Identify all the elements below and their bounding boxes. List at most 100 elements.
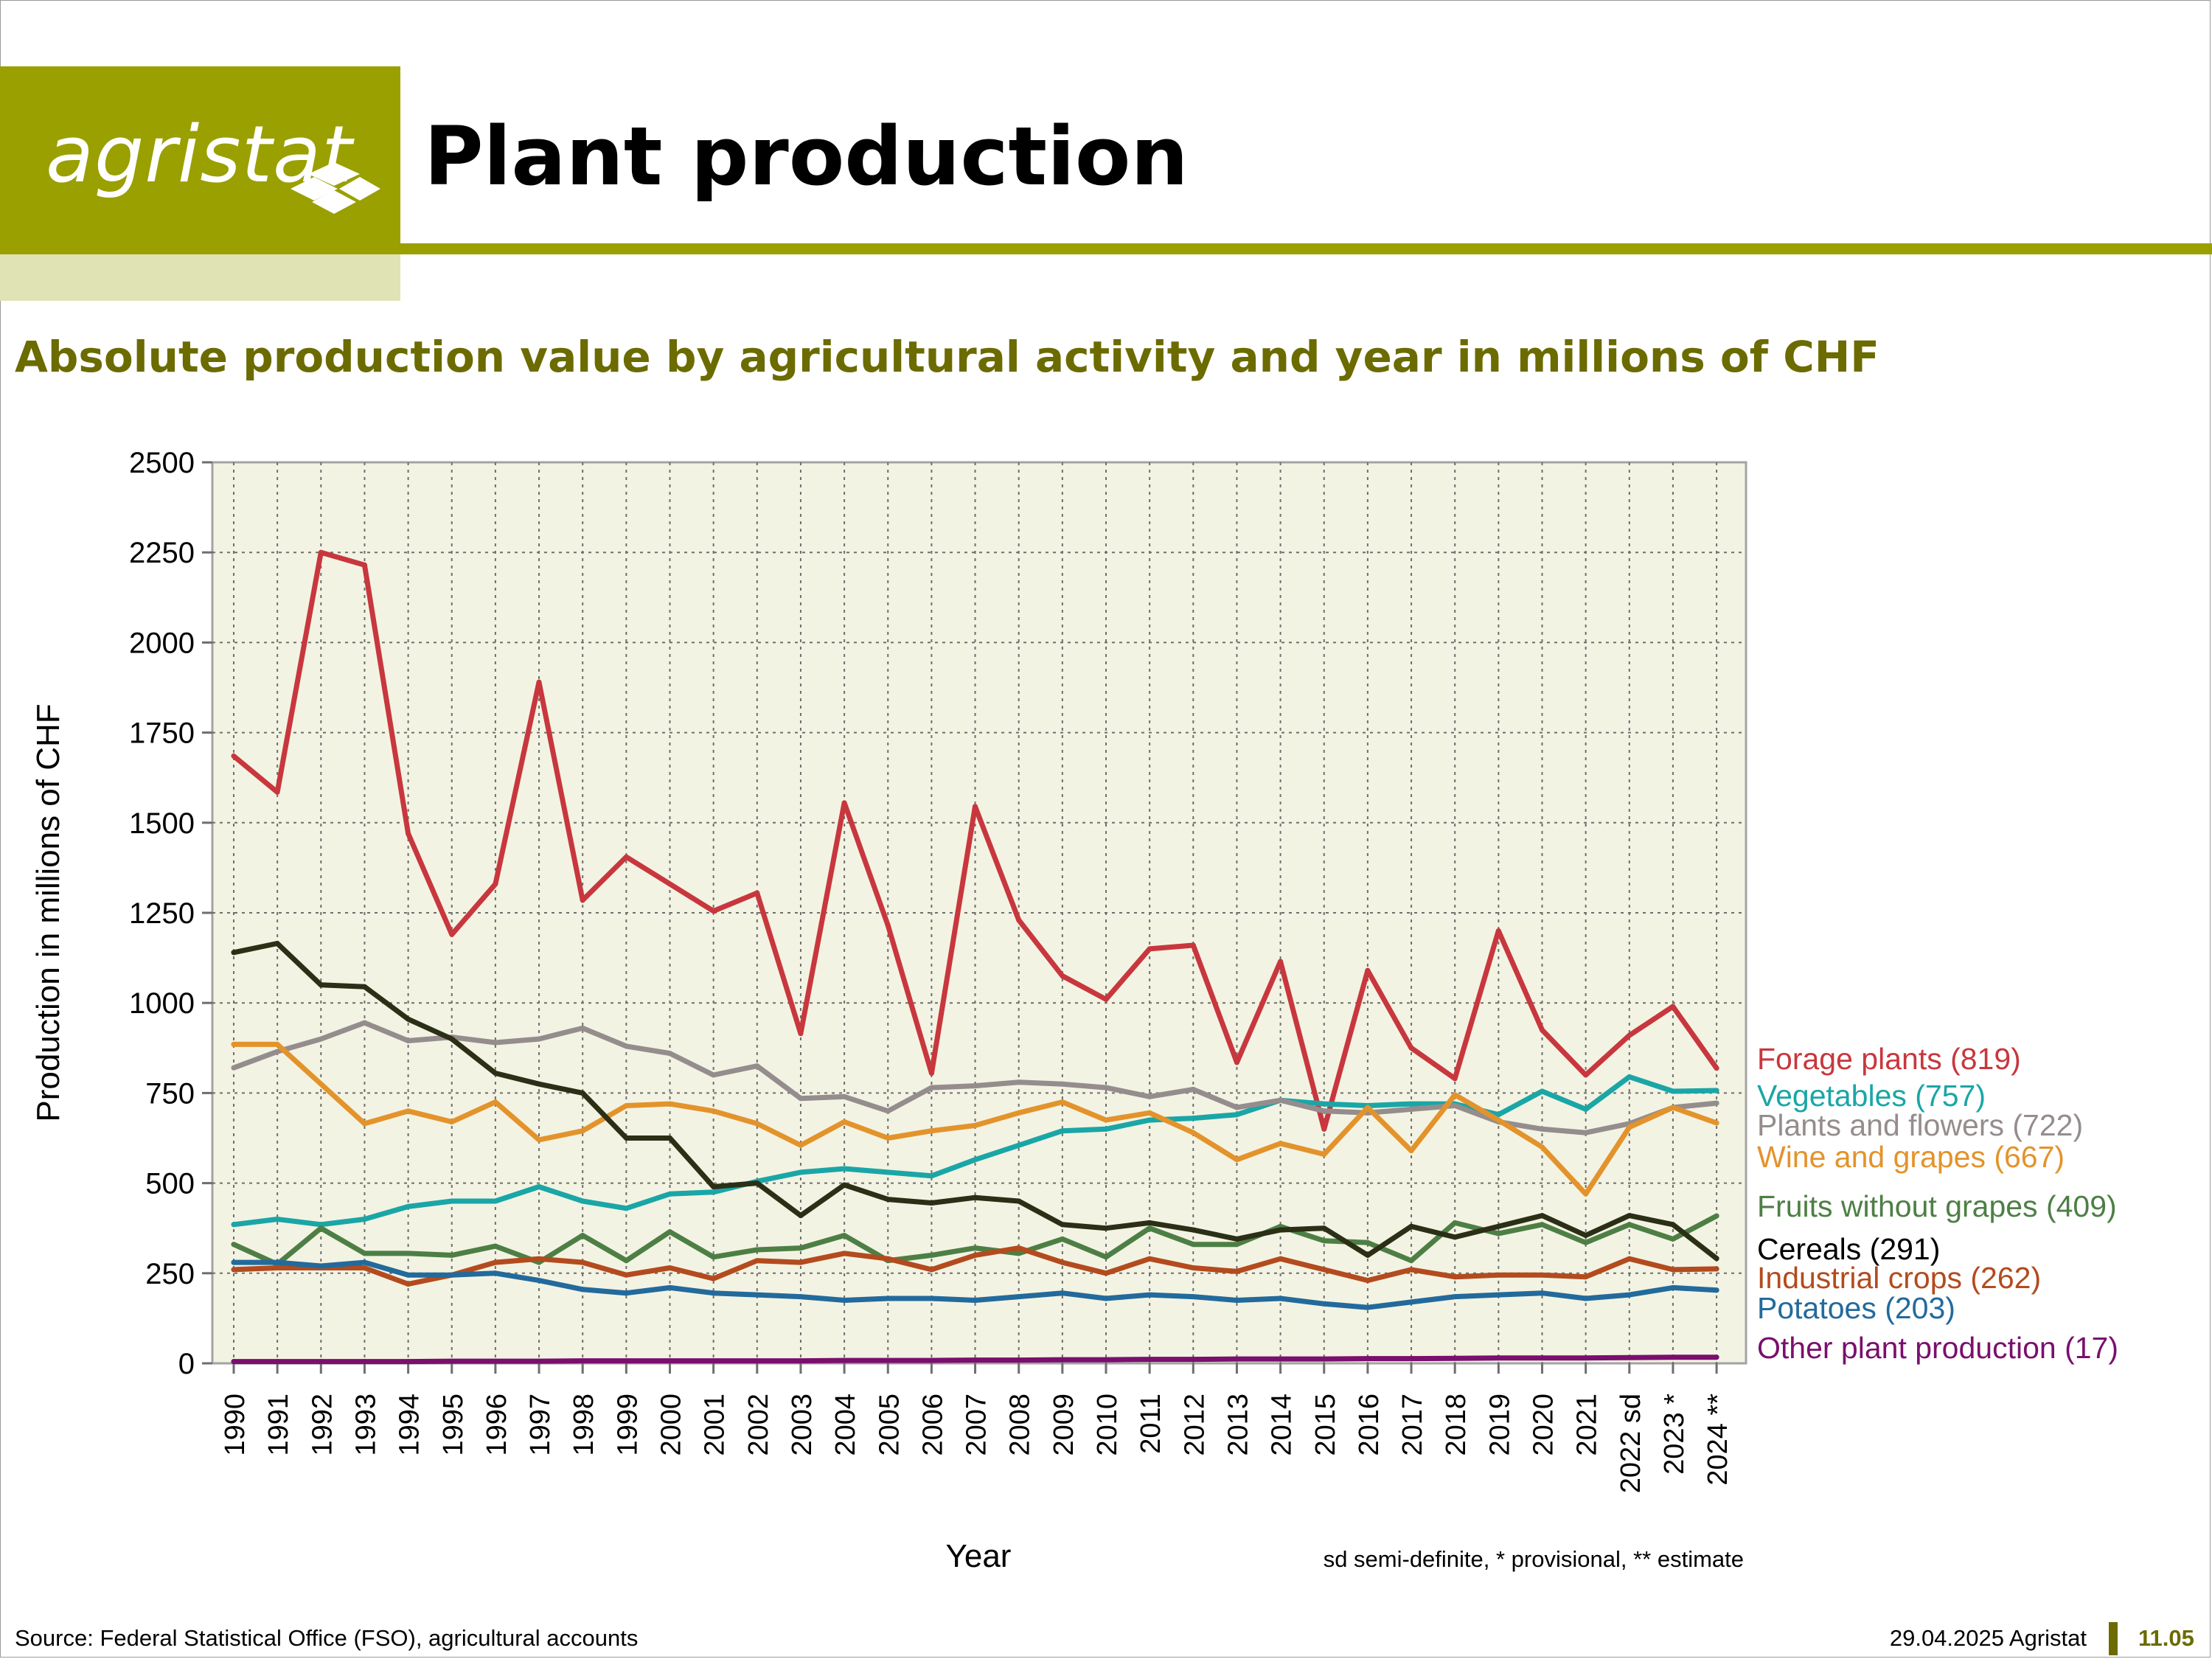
logo-diamond-icon xyxy=(291,162,380,214)
data-point xyxy=(449,1119,455,1125)
data-point xyxy=(711,908,717,914)
data-point xyxy=(973,1194,978,1200)
data-point xyxy=(1495,928,1501,933)
y-tick-label: 1750 xyxy=(129,717,195,750)
data-point xyxy=(1583,1355,1589,1361)
legend-label: Fruits without grapes (409) xyxy=(1757,1189,2117,1223)
data-point xyxy=(231,1359,237,1365)
data-point xyxy=(1540,1213,1545,1219)
data-point xyxy=(580,1090,585,1096)
data-point xyxy=(1408,1148,1414,1154)
data-point xyxy=(1408,1045,1414,1051)
x-tick-label: 1999 xyxy=(612,1394,643,1456)
data-point xyxy=(711,1276,717,1281)
legend-label: Potatoes (203) xyxy=(1757,1291,1955,1325)
data-point xyxy=(1452,1355,1458,1361)
data-point xyxy=(318,1222,324,1228)
data-point xyxy=(623,1206,629,1211)
data-point xyxy=(1016,1245,1022,1251)
data-point xyxy=(1321,1238,1327,1244)
data-point xyxy=(1234,1236,1239,1242)
data-point xyxy=(580,1198,585,1204)
x-tick-label: 1996 xyxy=(481,1394,512,1456)
data-point xyxy=(1408,1223,1414,1229)
data-point xyxy=(798,1245,804,1251)
data-point xyxy=(754,890,760,896)
data-point xyxy=(1627,1213,1632,1219)
data-point xyxy=(1495,1112,1501,1118)
x-tick-label: 1998 xyxy=(568,1394,599,1456)
data-point xyxy=(1234,1268,1239,1274)
data-point xyxy=(1540,1355,1545,1361)
legend-label: Plants and flowers (722) xyxy=(1757,1108,2083,1142)
data-point xyxy=(928,1128,934,1134)
data-point xyxy=(798,1213,804,1219)
data-point xyxy=(493,1099,498,1105)
data-point xyxy=(667,1265,672,1270)
data-point xyxy=(1627,1222,1632,1228)
data-point xyxy=(361,1121,367,1127)
data-point xyxy=(449,1252,455,1258)
data-point xyxy=(1408,1258,1414,1264)
data-point xyxy=(1016,1198,1022,1204)
data-point xyxy=(1365,1278,1371,1284)
data-point xyxy=(231,1242,237,1248)
data-point xyxy=(973,1252,978,1258)
data-point xyxy=(973,1357,978,1363)
data-point xyxy=(1103,1117,1109,1123)
data-point xyxy=(493,881,498,887)
data-point xyxy=(449,1198,455,1204)
data-point xyxy=(711,1072,717,1078)
data-point xyxy=(274,1041,280,1047)
data-point xyxy=(1103,996,1109,1002)
data-point xyxy=(1147,1256,1152,1262)
x-tick-label: 2018 xyxy=(1441,1394,1472,1456)
data-point xyxy=(1190,942,1196,948)
data-point xyxy=(841,1251,847,1256)
legend-label: Industrial crops (262) xyxy=(1757,1261,2041,1295)
data-point xyxy=(711,1358,717,1364)
data-point xyxy=(1060,1259,1065,1265)
data-point xyxy=(1627,1354,1632,1360)
data-point xyxy=(1540,1144,1545,1150)
data-point xyxy=(406,830,411,836)
data-point xyxy=(406,1108,411,1114)
data-point xyxy=(449,1272,455,1278)
data-point xyxy=(231,1065,237,1071)
data-point xyxy=(318,1263,324,1269)
x-tick-label: 2022 sd xyxy=(1615,1394,1646,1493)
legend-label: Forage plants (819) xyxy=(1757,1042,2021,1076)
data-point xyxy=(1278,1097,1284,1103)
data-point xyxy=(798,1142,804,1148)
data-point xyxy=(1408,1267,1414,1273)
y-axis-title: Production in millions of CHF xyxy=(30,703,66,1121)
data-point xyxy=(406,1203,411,1209)
data-point xyxy=(754,1258,760,1264)
data-point xyxy=(798,1031,804,1037)
legend-label: Cereals (291) xyxy=(1757,1232,1940,1266)
data-point xyxy=(318,1225,324,1231)
data-point xyxy=(580,1025,585,1031)
data-point xyxy=(1627,1292,1632,1298)
data-point xyxy=(580,1358,585,1364)
data-point xyxy=(1234,1105,1239,1110)
data-point xyxy=(274,1359,280,1365)
data-point xyxy=(1408,1106,1414,1112)
data-point xyxy=(1278,1227,1284,1233)
data-point xyxy=(1190,1265,1196,1270)
data-point xyxy=(536,1137,542,1143)
data-point xyxy=(1016,1110,1022,1116)
data-point xyxy=(406,1272,411,1278)
data-point xyxy=(361,1020,367,1026)
data-point xyxy=(536,1183,542,1189)
data-point xyxy=(1278,1295,1284,1301)
data-point xyxy=(711,1290,717,1296)
data-point xyxy=(623,854,629,860)
data-point xyxy=(1234,1060,1239,1065)
x-tick-label: 2023 * xyxy=(1659,1394,1690,1475)
data-point xyxy=(1060,1099,1065,1105)
page-number: 11.05 xyxy=(2138,1625,2194,1651)
data-point xyxy=(1016,1357,1022,1363)
x-tick-label: 2019 xyxy=(1484,1394,1515,1456)
data-point xyxy=(667,1284,672,1290)
